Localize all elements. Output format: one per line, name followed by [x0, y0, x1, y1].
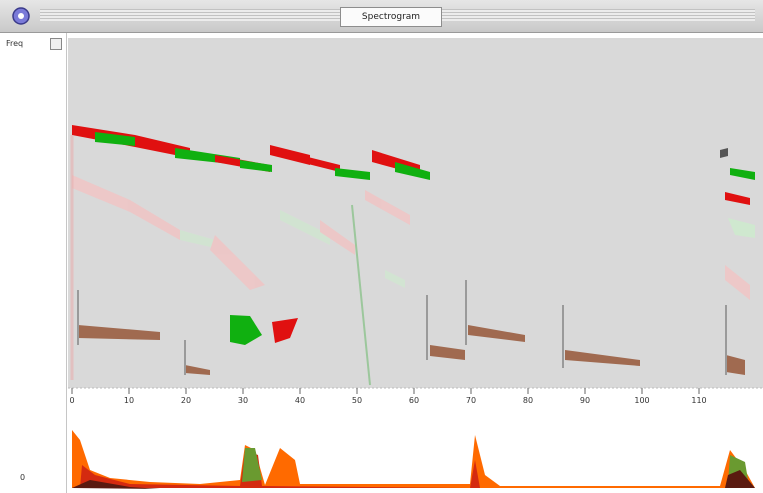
axis-tick-label: 70: [466, 396, 476, 405]
energy-histogram: [72, 430, 755, 489]
time-axis: [68, 388, 763, 406]
left-panel: Freq 0: [0, 33, 67, 493]
axis-tick-label: 100: [634, 396, 649, 405]
left-panel-button[interactable]: [50, 38, 62, 50]
signal-band-upper: [72, 125, 430, 180]
axis-tick-label: 110: [691, 396, 706, 405]
spectrogram-plot[interactable]: [68, 38, 763, 388]
time-axis-ticks: 0 10 20 30 40 50 60 70 80 90 100 110: [69, 388, 707, 405]
vertical-marker-line: [351, 204, 371, 386]
axis-tick-label: 40: [295, 396, 305, 405]
right-side-marks: [720, 148, 755, 238]
window-title: Spectrogram: [340, 7, 442, 27]
axis-tick-label: 90: [580, 396, 590, 405]
app-icon[interactable]: [10, 5, 32, 27]
title-bar: Spectrogram: [0, 0, 763, 33]
signal-band-faint: [72, 175, 750, 300]
green-blob: [230, 315, 262, 345]
left-panel-label: Freq: [6, 39, 24, 48]
axis-tick-label: 20: [181, 396, 191, 405]
axis-tick-label: 60: [409, 396, 419, 405]
axis-tick-label: 50: [352, 396, 362, 405]
left-panel-bottom-label: 0: [20, 473, 26, 482]
axis-tick-label: 80: [523, 396, 533, 405]
red-blob: [272, 318, 298, 343]
axis-tick-label: 10: [124, 396, 134, 405]
axis-tick-label: 0: [69, 396, 74, 405]
event-blocks: [77, 280, 745, 375]
axis-tick-label: 30: [238, 396, 248, 405]
